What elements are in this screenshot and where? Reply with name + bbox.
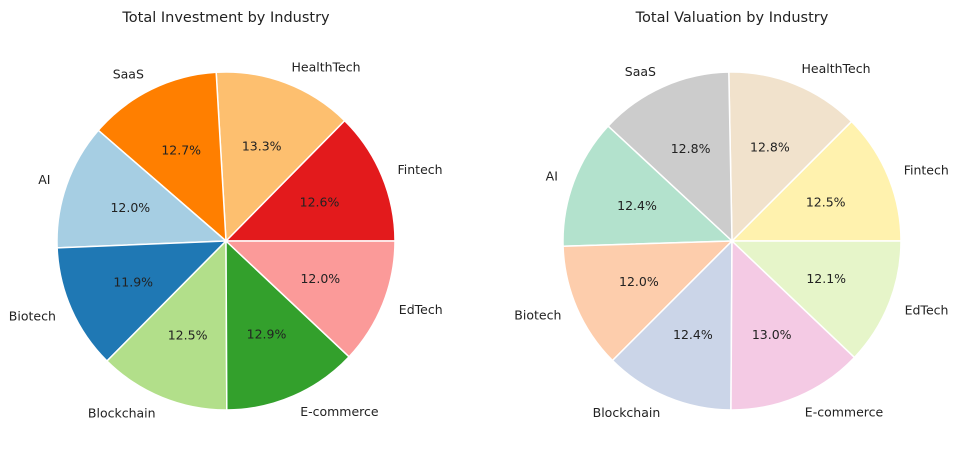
- investment-pie-chart: Total Investment by Industry Fintech 12.6…: [9, 10, 443, 421]
- investment-label-saas: SaaS: [113, 67, 144, 82]
- investment-pct-saas: 12.7%: [161, 143, 201, 158]
- valuation-label-ai: AI: [546, 168, 558, 183]
- investment-pct-fintech: 12.6%: [300, 194, 340, 209]
- investment-pct-healthtech: 13.3%: [242, 139, 282, 154]
- valuation-pct-biotech: 12.0%: [619, 274, 659, 289]
- investment-label-fintech: Fintech: [398, 162, 443, 177]
- valuation-pct-healthtech: 12.8%: [750, 140, 790, 155]
- valuation-label-edtech: EdTech: [905, 303, 949, 318]
- investment-pct-e-commerce: 12.9%: [247, 327, 287, 342]
- investment-label-blockchain: Blockchain: [88, 406, 156, 421]
- valuation-pct-fintech: 12.5%: [806, 195, 846, 210]
- valuation-label-e-commerce: E-commerce: [805, 405, 884, 420]
- investment-label-ai: AI: [38, 172, 50, 187]
- valuation-label-biotech: Biotech: [514, 307, 561, 322]
- investment-chart-title: Total Investment by Industry: [121, 10, 330, 26]
- investment-label-e-commerce: E-commerce: [300, 404, 379, 419]
- valuation-pie-chart: Total Valuation by Industry Fintech 12.5%…: [514, 10, 948, 420]
- valuation-label-healthtech: HealthTech: [802, 61, 871, 76]
- investment-pct-ai: 12.0%: [110, 200, 150, 215]
- investment-pct-edtech: 12.0%: [300, 271, 340, 286]
- valuation-pct-blockchain: 12.4%: [673, 327, 713, 342]
- valuation-pct-ai: 12.4%: [617, 198, 657, 213]
- investment-label-edtech: EdTech: [399, 302, 443, 317]
- valuation-pct-e-commerce: 13.0%: [752, 327, 792, 342]
- valuation-pct-saas: 12.8%: [671, 141, 711, 156]
- investment-pct-biotech: 11.9%: [113, 274, 153, 289]
- investment-label-healthtech: HealthTech: [292, 60, 361, 75]
- valuation-label-blockchain: Blockchain: [593, 405, 661, 420]
- investment-label-biotech: Biotech: [9, 309, 56, 324]
- valuation-chart-title: Total Valuation by Industry: [635, 10, 829, 26]
- valuation-label-fintech: Fintech: [904, 162, 949, 177]
- valuation-pct-edtech: 12.1%: [806, 271, 846, 286]
- valuation-label-saas: SaaS: [625, 64, 656, 79]
- investment-pct-blockchain: 12.5%: [168, 327, 208, 342]
